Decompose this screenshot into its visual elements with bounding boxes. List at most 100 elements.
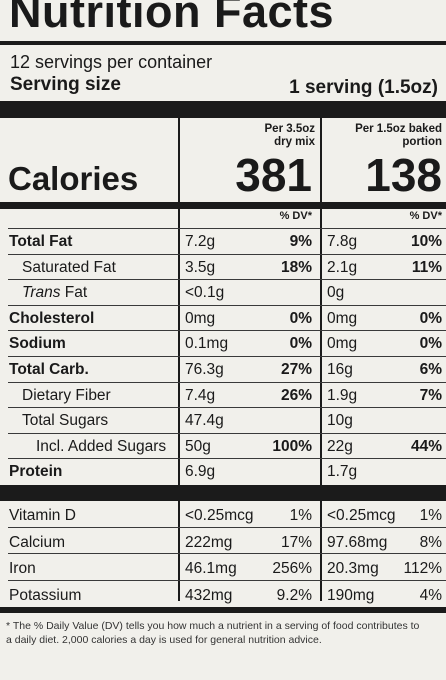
column-2-header-line2: portion bbox=[402, 136, 442, 148]
nutrient-name-suffix: Fat bbox=[60, 284, 88, 302]
amount-dry: 222mg bbox=[185, 533, 233, 551]
calories-label: Calories bbox=[8, 160, 139, 197]
amount-baked: 0mg bbox=[327, 309, 358, 327]
dv-dry: 27% bbox=[280, 361, 312, 378]
dv-dry: 0% bbox=[289, 335, 312, 353]
dv-dry: 0% bbox=[289, 309, 312, 327]
row-divider bbox=[8, 432, 446, 434]
divider bbox=[8, 228, 446, 229]
column-divider-2 bbox=[320, 118, 322, 601]
row-divider bbox=[8, 253, 446, 255]
nutrient-row: Dietary Fiber 7.4g 26% 1.9g 7% bbox=[0, 383, 446, 409]
vitamin-row: Calcium 222mg 17% 97.68mg 8% bbox=[0, 528, 446, 554]
nutrient-row: Incl. Added Sugars 50g 100% 22g 44% bbox=[0, 434, 446, 460]
amount-dry: 3.5g bbox=[185, 258, 216, 276]
column-1-header: Per 3.5oz dry mix bbox=[185, 123, 316, 149]
dv-dry: 18% bbox=[280, 258, 312, 276]
nutrient-row: Protein 6.9g 1.7g bbox=[0, 459, 446, 485]
row-divider bbox=[8, 458, 446, 460]
nutrient-row: Trans Fat <0.1g 0g bbox=[0, 280, 446, 306]
row-divider bbox=[8, 330, 446, 332]
nutrient-name: Potassium bbox=[9, 586, 82, 604]
dv-dry: 1% bbox=[289, 507, 312, 524]
row-divider bbox=[8, 553, 446, 554]
row-divider bbox=[8, 526, 446, 528]
row-divider bbox=[8, 304, 446, 306]
dv-dry: 256% bbox=[272, 560, 312, 577]
column-1-header-line1: Per 3.5oz bbox=[264, 123, 316, 135]
nutrient-row: Total Fat 7.2g 9% 7.8g 10% bbox=[0, 229, 446, 255]
nutrient-name-italic: Trans bbox=[22, 284, 61, 302]
row-divider bbox=[8, 279, 446, 281]
row-divider bbox=[8, 407, 446, 409]
column-2-header-line1: Per 1.5oz baked bbox=[355, 123, 442, 135]
nutrient-row: Sodium 0.1mg 0% 0mg 0% bbox=[0, 331, 446, 357]
thick-rule-vitamins bbox=[0, 485, 446, 501]
amount-baked: 0mg bbox=[327, 335, 358, 353]
amount-dry: 47.4g bbox=[185, 412, 224, 430]
dv-baked: 1% bbox=[419, 507, 442, 524]
amount-baked: 16g bbox=[327, 361, 353, 378]
amount-dry: 432mg bbox=[185, 586, 233, 604]
amount-dry: 0mg bbox=[185, 309, 216, 327]
amount-baked: <0.25mcg bbox=[327, 507, 396, 524]
nutrient-name: Sodium bbox=[9, 335, 66, 353]
dv-dry: 26% bbox=[280, 386, 312, 404]
amount-dry: 76.3g bbox=[185, 361, 224, 378]
amount-baked: 1.7g bbox=[327, 463, 358, 481]
serving-size-label: Serving size bbox=[10, 74, 121, 95]
nutrient-name: Trans Fat bbox=[22, 284, 87, 302]
thick-rule-top bbox=[0, 101, 446, 118]
nutrient-name: Protein bbox=[9, 463, 63, 481]
amount-dry: <0.1g bbox=[185, 284, 225, 302]
amount-dry: 7.2g bbox=[185, 233, 216, 250]
row-divider bbox=[8, 355, 446, 357]
nutrient-row: Saturated Fat 3.5g 18% 2.1g 11% bbox=[0, 255, 446, 281]
nutrient-name: Total Carb. bbox=[9, 361, 89, 378]
amount-dry: <0.25mcg bbox=[185, 507, 254, 524]
amount-dry: 50g bbox=[185, 437, 211, 455]
calories-value-dry: 381 bbox=[235, 149, 312, 201]
title-rule bbox=[0, 41, 446, 45]
dv-dry: 17% bbox=[280, 533, 312, 551]
nutrient-row: Total Carb. 76.3g 27% 16g 6% bbox=[0, 357, 446, 383]
dv-baked: 7% bbox=[419, 386, 442, 404]
calories-value-baked: 138 bbox=[365, 149, 442, 201]
nutrient-name: Iron bbox=[9, 560, 36, 577]
nutrient-name: Cholesterol bbox=[9, 309, 95, 327]
dv-header-1: % DV* bbox=[279, 210, 312, 222]
nutrient-name: Vitamin D bbox=[9, 507, 76, 524]
amount-baked: 7.8g bbox=[327, 233, 358, 250]
nutrient-row: Total Sugars 47.4g 10g bbox=[0, 408, 446, 434]
dv-dry: 9% bbox=[289, 233, 312, 250]
dv-baked: 6% bbox=[419, 361, 442, 378]
column-divider-1 bbox=[178, 118, 180, 601]
dv-baked: 8% bbox=[419, 533, 442, 551]
amount-baked: 0g bbox=[327, 284, 345, 302]
column-2-header: Per 1.5oz baked portion bbox=[324, 123, 442, 149]
dv-baked: 0% bbox=[419, 335, 442, 353]
footnote-rule bbox=[0, 607, 446, 613]
dv-baked: 112% bbox=[403, 560, 443, 577]
amount-baked: 1.9g bbox=[327, 386, 358, 404]
nutrient-name: Dietary Fiber bbox=[22, 386, 111, 404]
amount-dry: 6.9g bbox=[185, 463, 216, 481]
dv-header-2: % DV* bbox=[409, 210, 442, 222]
dv-baked: 4% bbox=[419, 586, 442, 604]
row-divider bbox=[8, 381, 446, 383]
nutrient-name: Total Fat bbox=[9, 233, 73, 250]
amount-baked: 190mg bbox=[327, 586, 375, 604]
vitamin-row: Potassium 432mg 9.2% 190mg 4% bbox=[0, 581, 446, 608]
dv-baked: 0% bbox=[419, 309, 442, 327]
dv-baked: 44% bbox=[410, 437, 442, 455]
calories-rule bbox=[0, 202, 446, 209]
label-title: Nutrition Facts bbox=[9, 0, 335, 37]
vitamin-row: Vitamin D <0.25mcg 1% <0.25mcg 1% bbox=[0, 501, 446, 528]
amount-baked: 22g bbox=[327, 437, 353, 455]
footnote: * The % Daily Value (DV) tells you how m… bbox=[6, 620, 420, 646]
servings-per-container: 12 servings per container bbox=[10, 52, 213, 72]
dv-baked: 11% bbox=[411, 258, 442, 276]
dv-dry: 9.2% bbox=[276, 586, 312, 604]
amount-dry: 7.4g bbox=[185, 386, 216, 404]
